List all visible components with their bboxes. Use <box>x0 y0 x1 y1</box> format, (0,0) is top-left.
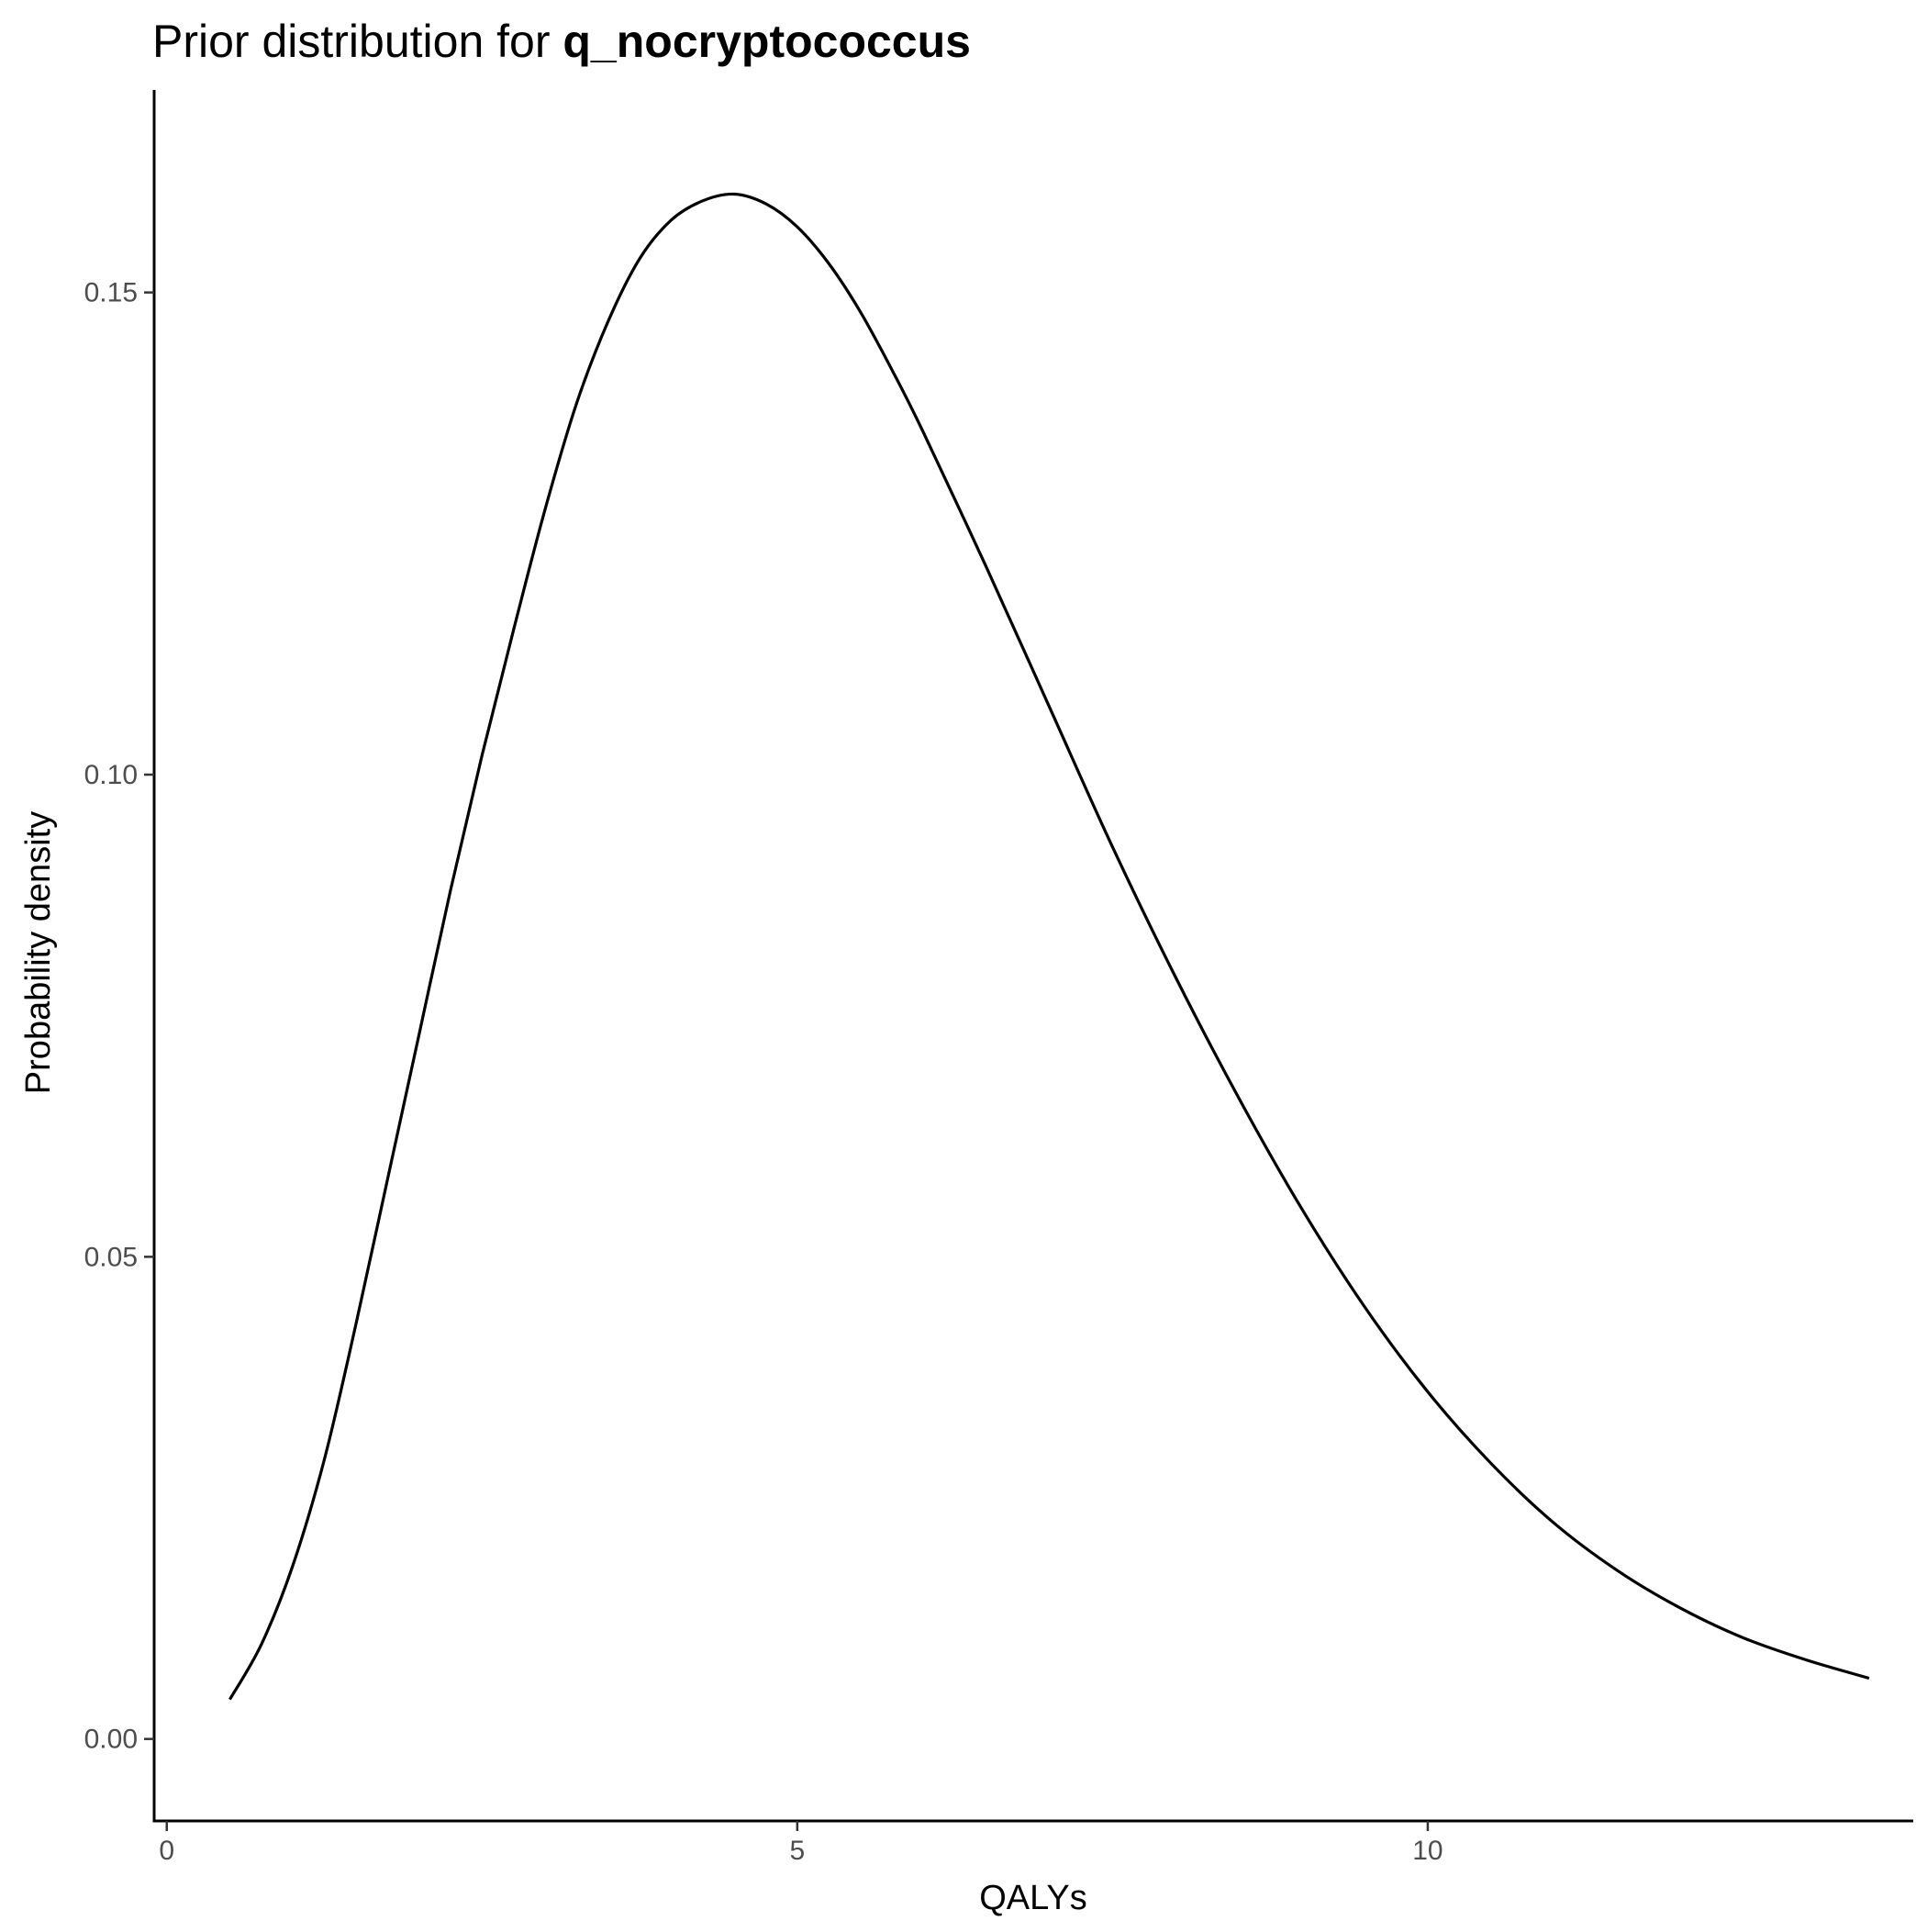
x-tick-label: 0 <box>159 1836 174 1866</box>
x-tick-label: 10 <box>1412 1836 1442 1866</box>
plot-title: Prior distribution for q_nocryptococcus <box>152 16 971 67</box>
plot-title-variable: q_nocryptococcus <box>563 16 971 67</box>
x-axis-title: QALYs <box>979 1879 1087 1917</box>
y-tick-label: 0.00 <box>84 1725 138 1755</box>
y-tick-label: 0.05 <box>84 1242 138 1272</box>
x-tick-label: 5 <box>789 1836 805 1866</box>
y-axis-title: Probability density <box>19 811 58 1094</box>
plot-area: 0.00 0.05 0.10 0.15 0 5 10 <box>84 90 1913 1866</box>
density-curve-line <box>228 192 1870 1701</box>
y-tick-label: 0.10 <box>84 760 138 790</box>
y-tick-label: 0.15 <box>84 278 138 308</box>
plot-title-prefix: Prior distribution for <box>152 16 563 67</box>
